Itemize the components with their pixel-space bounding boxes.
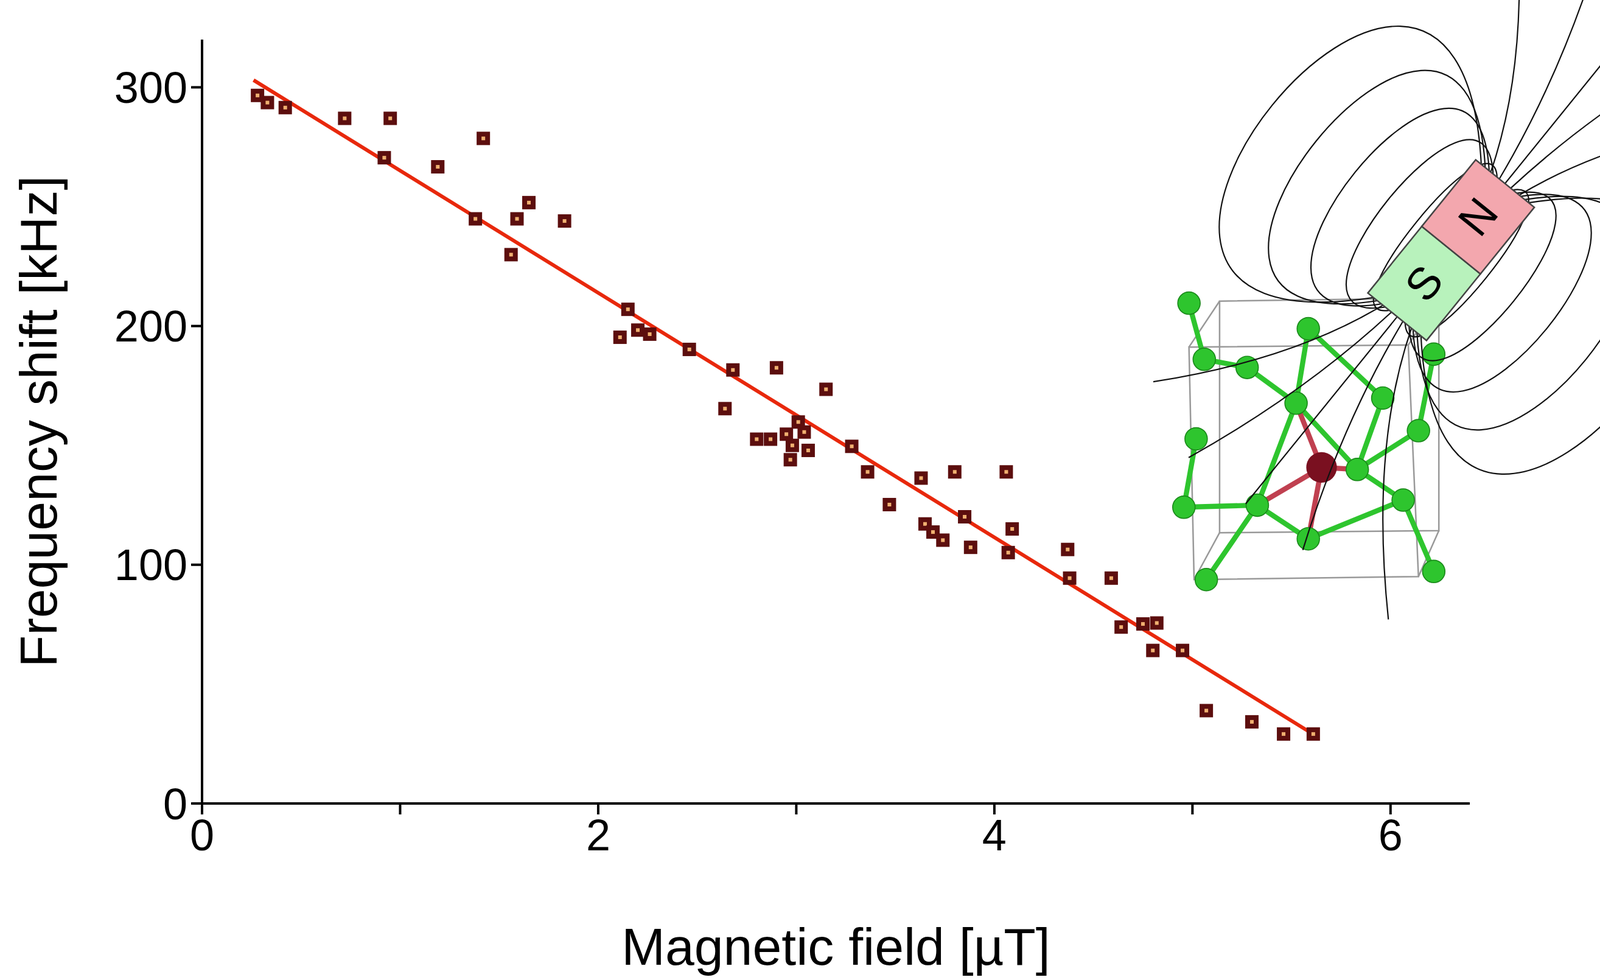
svg-text:100: 100 xyxy=(114,540,188,590)
svg-text:0: 0 xyxy=(189,810,215,860)
svg-text:200: 200 xyxy=(114,301,188,351)
svg-text:4: 4 xyxy=(982,810,1007,860)
svg-text:2: 2 xyxy=(586,810,611,860)
svg-text:300: 300 xyxy=(114,63,188,112)
svg-text:N: N xyxy=(1447,188,1508,246)
svg-text:Frequency shift [kHz]: Frequency shift [kHz] xyxy=(9,175,68,668)
svg-text:0: 0 xyxy=(163,779,188,829)
svg-text:Magnetic field [µT]: Magnetic field [µT] xyxy=(621,917,1050,976)
svg-text:S: S xyxy=(1394,255,1453,311)
svg-text:6: 6 xyxy=(1378,810,1403,860)
